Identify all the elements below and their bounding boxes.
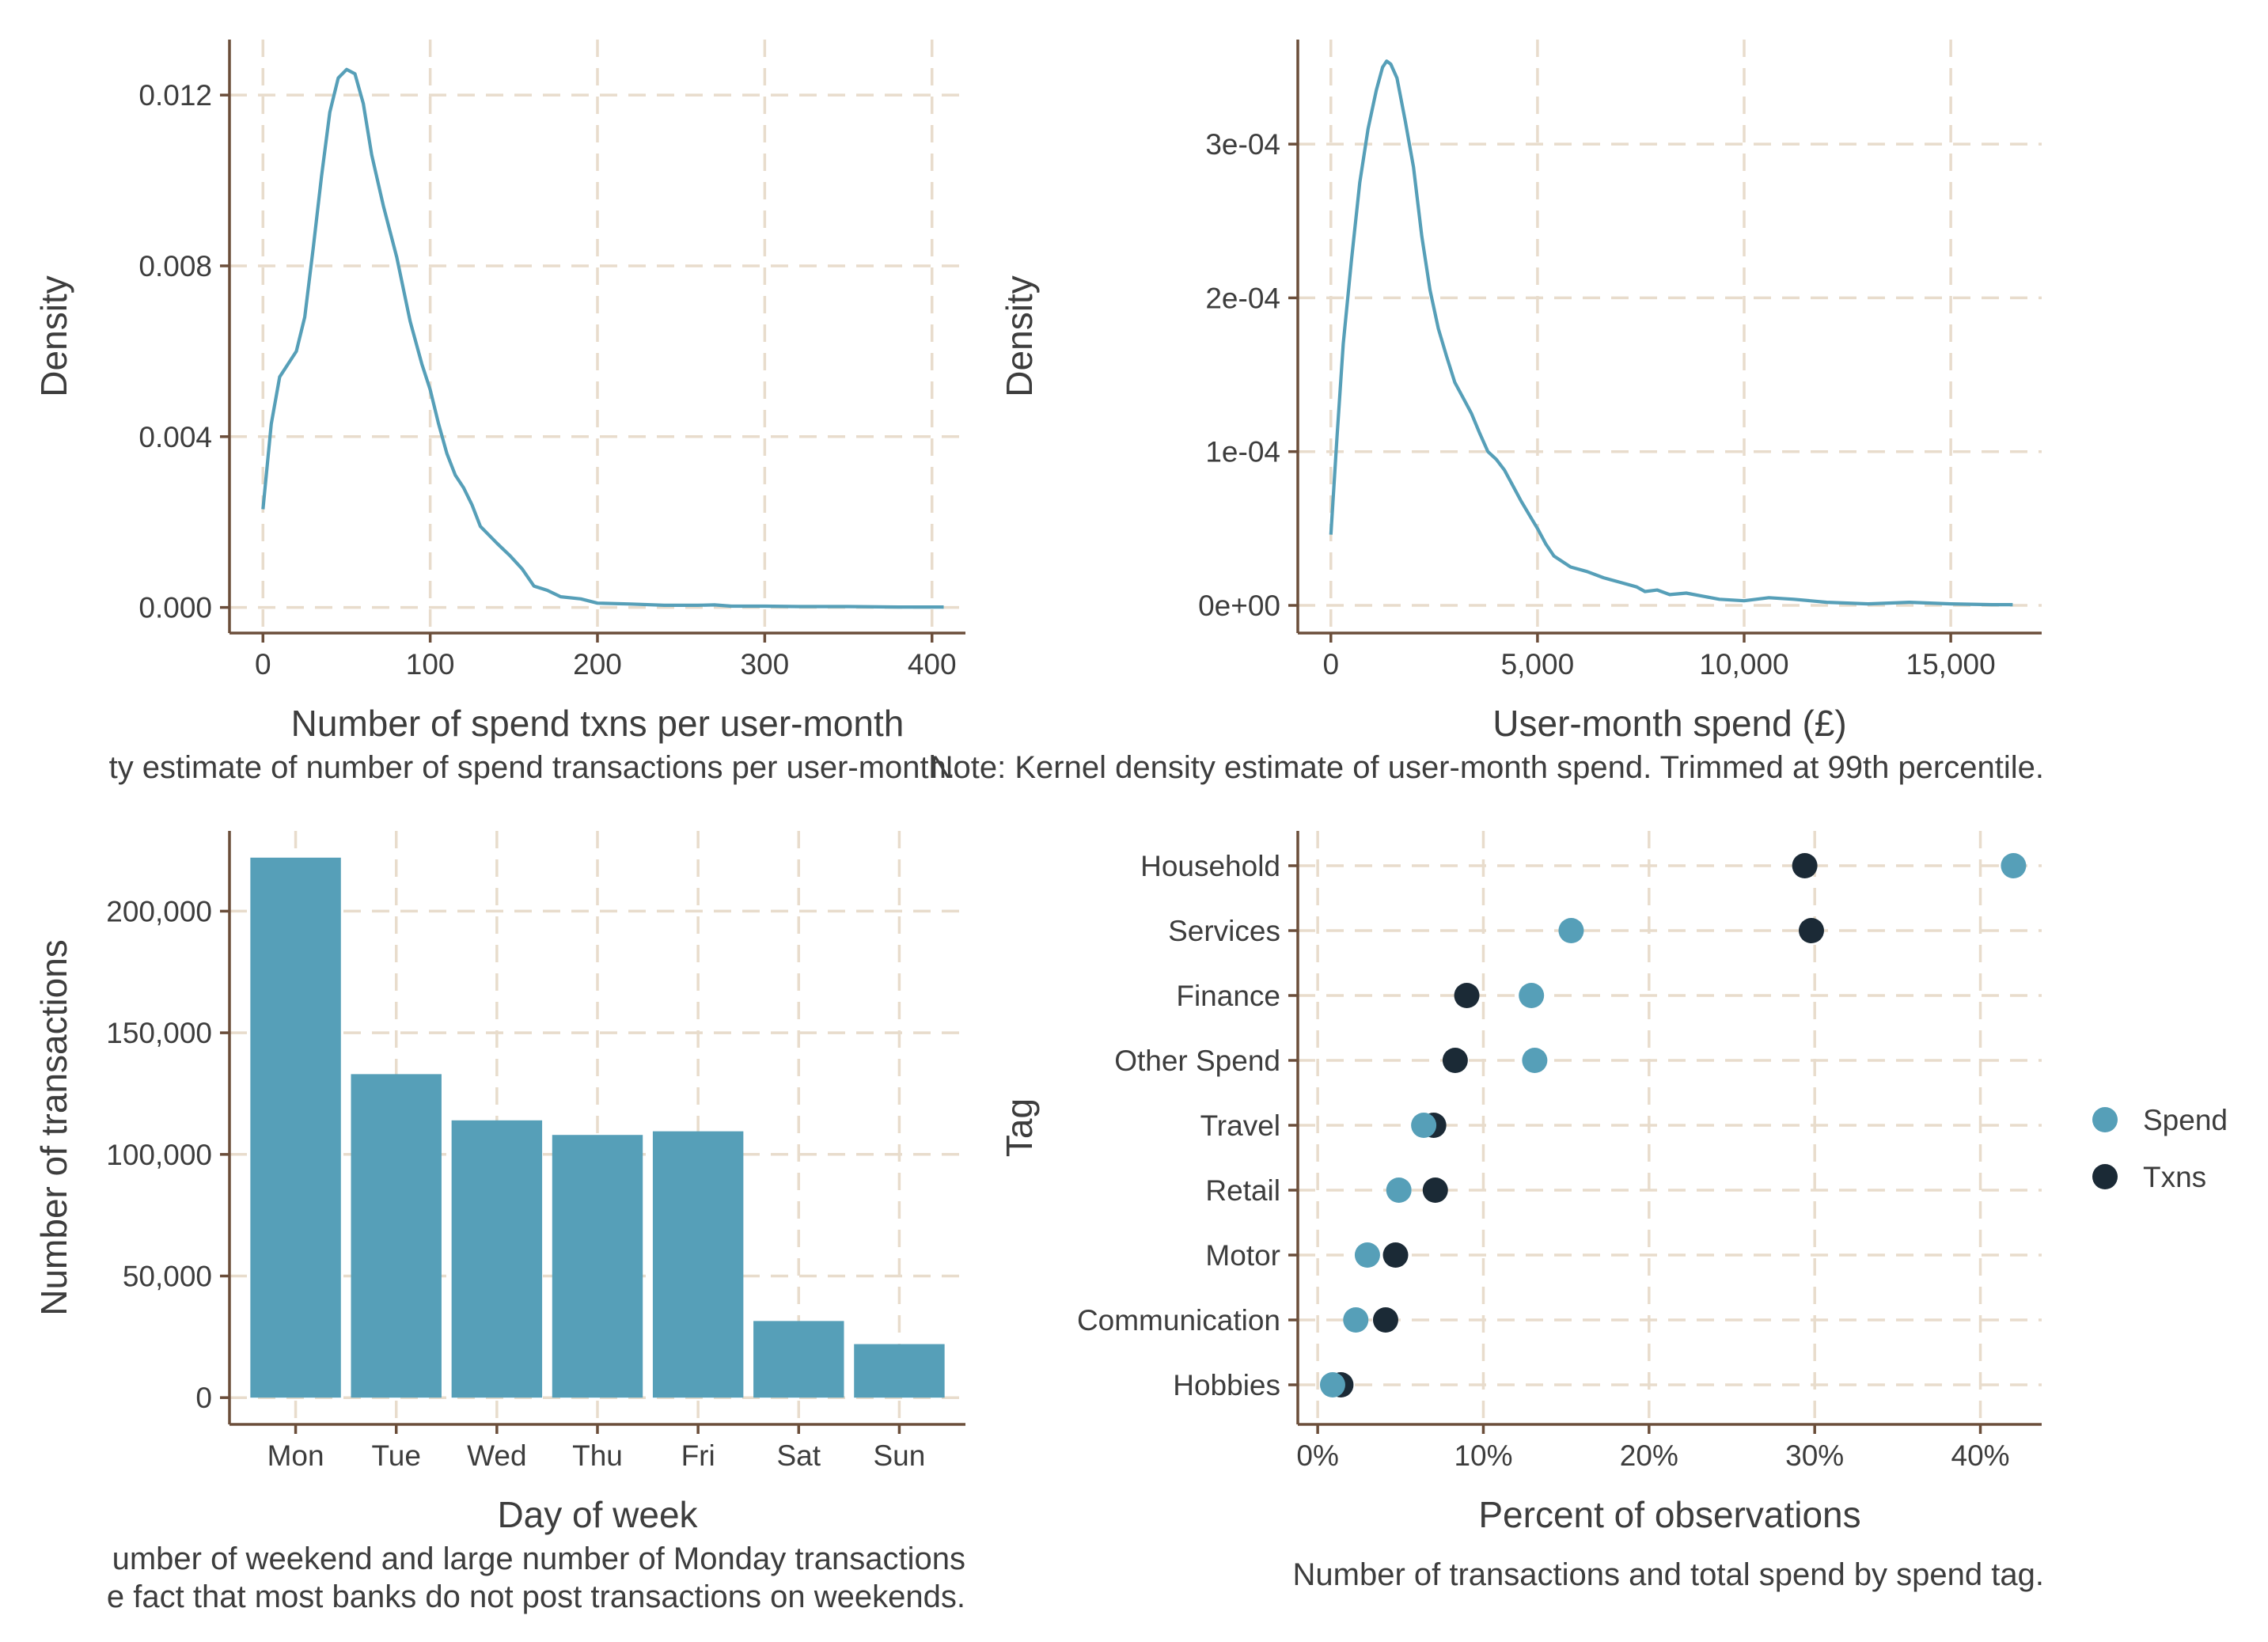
- density-line: [261, 67, 944, 609]
- point-spend-other-spend: [1522, 1048, 1548, 1073]
- y-axis-title: Density: [33, 275, 74, 396]
- chart-day-of-week: Mon Tue Wed Thu Fri Sat Sun 0 50,000 100,000 150,0…: [33, 831, 965, 1614]
- point-spend-motor: [1354, 1242, 1380, 1268]
- point-txns-communication: [1372, 1307, 1398, 1333]
- caption: Number of transactions and total spend b…: [1293, 1557, 2044, 1592]
- y-tick-label: Hobbies: [1173, 1369, 1280, 1401]
- point-spend-communication: [1343, 1307, 1369, 1333]
- x-tick-label: 15,000: [1906, 648, 1996, 681]
- y-tick-label: 0.004: [138, 421, 212, 453]
- y-tick-label: Motor: [1205, 1239, 1280, 1272]
- y-tick-label: Household: [1140, 850, 1280, 882]
- bar-sat: [753, 1321, 844, 1398]
- point-spend-hobbies: [1319, 1372, 1345, 1397]
- y-tick-label: 50,000: [123, 1261, 212, 1293]
- bar-wed: [451, 1120, 543, 1398]
- x-tick-label: Wed: [467, 1439, 526, 1472]
- point-txns-other-spend: [1442, 1048, 1468, 1073]
- bar-tue: [351, 1074, 442, 1398]
- caption: Note: Kernel density estimate of user-mo…: [931, 750, 2044, 785]
- chart-spend-density: 0 5,000 10,000 15,000 0e+00 1e-04 2e-04 3e-04 Us…: [931, 40, 2044, 785]
- y-tick-label: 100,000: [106, 1139, 212, 1171]
- y-tick-label: 0e+00: [1198, 590, 1280, 622]
- point-spend-services: [1558, 918, 1584, 943]
- chart-spend-tag: 0% 10% 20% 30% 40% Household Services Finance Ot…: [999, 831, 2228, 1592]
- y-axis-title: Number of transactions: [33, 939, 74, 1316]
- x-tick-label: Tue: [372, 1439, 421, 1472]
- y-tick-label: Travel: [1200, 1109, 1280, 1142]
- caption-line: umber of weekend and large number of Mon…: [112, 1542, 965, 1576]
- x-tick-label: Thu: [572, 1439, 623, 1472]
- bar-thu: [552, 1135, 643, 1398]
- legend-key-spend: [2092, 1107, 2118, 1132]
- point-spend-finance: [1519, 983, 1545, 1008]
- y-tick-label: Other Spend: [1114, 1045, 1280, 1077]
- x-axis-title: Day of week: [497, 1494, 698, 1535]
- x-tick-label: 100: [406, 648, 455, 681]
- bar-fri: [652, 1131, 744, 1398]
- x-tick-label: Sat: [777, 1439, 821, 1472]
- legend-key-txns: [2092, 1164, 2118, 1189]
- point-spend-household: [2001, 853, 2027, 878]
- caption-line: e fact that most banks do not post trans…: [107, 1579, 965, 1614]
- point-txns-household: [1792, 853, 1818, 878]
- x-tick-label: 10%: [1454, 1439, 1512, 1472]
- y-tick-label: Communication: [1077, 1304, 1280, 1337]
- y-tick-label: 3e-04: [1205, 128, 1280, 161]
- caption: ty estimate of number of spend transacti…: [109, 750, 955, 785]
- x-tick-label: 40%: [1951, 1439, 2010, 1472]
- y-tick-label: Finance: [1176, 980, 1280, 1012]
- y-tick-label: Services: [1168, 915, 1280, 947]
- density-line: [1329, 59, 2013, 607]
- legend-label-txns: Txns: [2143, 1161, 2206, 1193]
- bar-sun: [854, 1344, 945, 1398]
- x-tick-label: Mon: [267, 1439, 324, 1472]
- x-tick-label: 400: [908, 648, 957, 681]
- point-txns-retail: [1422, 1177, 1448, 1203]
- x-tick-label: Fri: [681, 1439, 715, 1472]
- y-tick-label: 0.000: [138, 592, 212, 624]
- x-axis-title: User-month spend (£): [1492, 703, 1846, 744]
- legend: Spend Txns: [2092, 1104, 2228, 1193]
- x-tick-label: 30%: [1785, 1439, 1844, 1472]
- y-tick-label: 0.008: [138, 250, 212, 283]
- y-tick-label: 0: [195, 1382, 212, 1414]
- point-txns-finance: [1454, 983, 1480, 1008]
- x-tick-label: 200: [573, 648, 622, 681]
- x-tick-label: Sun: [874, 1439, 926, 1472]
- point-txns-motor: [1382, 1242, 1409, 1268]
- y-tick-label: 150,000: [106, 1017, 212, 1049]
- y-tick-label: 1e-04: [1205, 436, 1280, 468]
- point-txns-services: [1798, 918, 1824, 943]
- x-tick-label: 0%: [1296, 1439, 1338, 1472]
- x-axis-title: Percent of observations: [1478, 1494, 1860, 1535]
- y-tick-label: 200,000: [106, 895, 212, 927]
- y-axis-title: Density: [999, 275, 1040, 396]
- x-axis-title: Number of spend txns per user-month: [291, 703, 905, 744]
- x-tick-label: 5,000: [1501, 648, 1575, 681]
- x-tick-label: 0: [255, 648, 271, 681]
- legend-label-spend: Spend: [2143, 1104, 2228, 1136]
- y-tick-label: 2e-04: [1205, 282, 1280, 314]
- chart-txn-density: 0 100 200 300 400 0.000 0.004 0.008 0.012 Number …: [33, 40, 965, 785]
- point-spend-retail: [1386, 1177, 1412, 1203]
- x-tick-label: 20%: [1620, 1439, 1678, 1472]
- point-spend-travel: [1411, 1113, 1437, 1138]
- y-tick-label: Retail: [1205, 1174, 1280, 1207]
- x-tick-label: 300: [740, 648, 789, 681]
- x-tick-label: 10,000: [1699, 648, 1788, 681]
- x-tick-label: 0: [1322, 648, 1339, 681]
- y-axis-title: Tag: [999, 1098, 1040, 1157]
- bar-mon: [250, 857, 341, 1398]
- y-tick-label: 0.012: [138, 79, 212, 112]
